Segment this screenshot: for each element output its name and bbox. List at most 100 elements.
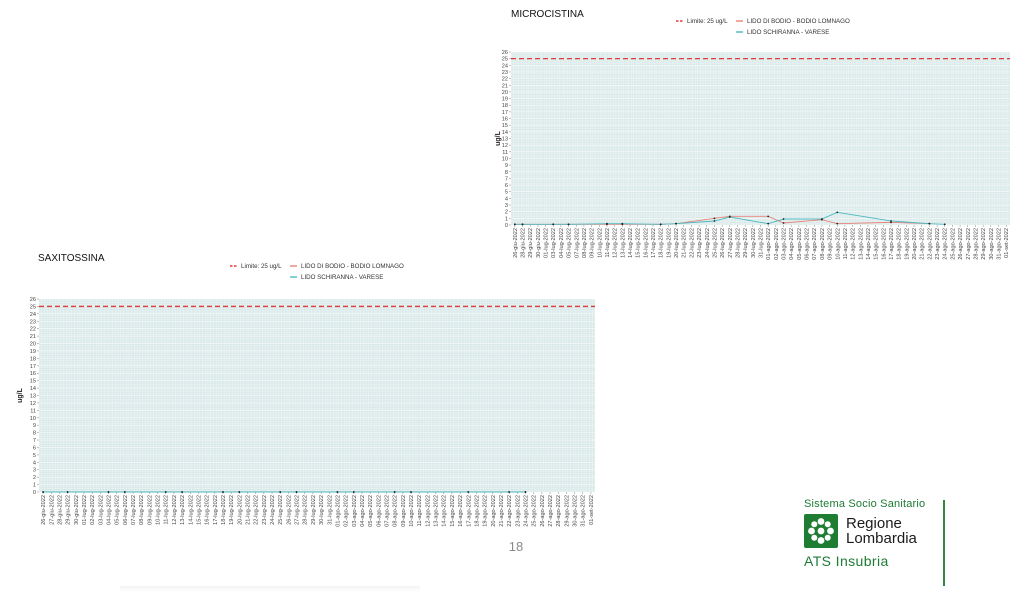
data-point: [713, 217, 716, 220]
chart-title: MICROCISTINA: [511, 9, 584, 20]
data-point: [123, 491, 126, 493]
legend-label-1: LIDO DI BODIO - BODIO LOMNAGO: [301, 263, 404, 270]
y-tick-label: 4: [33, 460, 36, 466]
x-tick-label: 18-ago-2022: [897, 228, 903, 260]
x-tick-label: 23-ago-2022: [935, 228, 941, 260]
x-tick-label: 11-lug-2022: [605, 228, 611, 257]
x-tick-label: 22-ago-2022: [927, 228, 933, 260]
data-point: [279, 491, 282, 493]
grid: [38, 298, 596, 493]
x-tick-label: 01-ago-2022: [766, 228, 772, 260]
x-tick-label: 22-lug-2022: [689, 228, 695, 258]
y-tick-label: 14: [502, 130, 508, 136]
x-tick-label: 20-ago-2022: [912, 228, 918, 260]
y-axis-label: ug/L: [17, 387, 24, 402]
data-point: [890, 220, 892, 222]
y-tick-label: 22: [502, 77, 508, 83]
legend-label-2: LIDO SCHIRANNA - VARESE: [301, 274, 383, 281]
x-tick-label: 28-ago-2022: [973, 228, 979, 260]
logo-regione-text: Regione: [846, 515, 902, 532]
y-tick-label: 0: [505, 223, 508, 229]
data-point: [836, 211, 839, 214]
legend: Limite: 25 ug/L LIDO DI BODIO - BODIO LOM…: [230, 263, 404, 281]
x-tick-label: 13-ago-2022: [858, 228, 864, 260]
y-tick-label: 18: [30, 356, 36, 362]
x-tick-label: 10-ago-2022: [835, 228, 841, 260]
data-point: [767, 222, 770, 225]
x-tick-label: 20-lug-2022: [674, 228, 680, 258]
x-tick-label: 03-lug-2022: [551, 228, 557, 258]
x-tick-label: 31-ago-2022: [581, 495, 587, 527]
x-tick-label: 15-ago-2022: [450, 495, 456, 527]
data-point: [943, 223, 946, 226]
x-tick-label: 14-lug-2022: [188, 495, 194, 525]
data-point: [728, 216, 731, 218]
x-tick-label: 20-lug-2022: [237, 495, 243, 525]
y-tick-label: 13: [502, 137, 508, 143]
x-tick-label: 29-ago-2022: [564, 495, 570, 527]
x-tick-label: 31-lug-2022: [327, 495, 333, 525]
x-tick-label: 26-giu-2022: [513, 228, 519, 258]
x-tick-label: 11-ago-2022: [843, 228, 849, 259]
regione-lombardia-logo: Sistema Socio Sanitario Regione Lombardi…: [800, 498, 948, 588]
x-tick-label: 01-ago-2022: [335, 495, 341, 527]
x-tick-label: 30-ago-2022: [989, 228, 995, 260]
x-tick-label: 06-ago-2022: [805, 228, 811, 260]
y-tick-label: 10: [502, 156, 508, 162]
y-tick-label: 18: [502, 103, 508, 109]
y-tick-label: 16: [502, 117, 508, 123]
x-tick-label: 28-lug-2022: [735, 228, 741, 258]
logo-sistema-text: Sistema Socio Sanitario: [804, 498, 926, 510]
x-tick-label: 27-giu-2022: [49, 495, 55, 525]
x-tick-label: 13-lug-2022: [620, 228, 626, 258]
x-tick-label: 21-lug-2022: [246, 495, 252, 525]
legend-label-0: Limite: 25 ug/L: [687, 18, 728, 25]
x-tick-label: 26-ago-2022: [540, 495, 546, 527]
y-tick-label: 9: [505, 163, 508, 169]
data-point: [107, 491, 110, 493]
x-tick-label: 04-lug-2022: [107, 495, 113, 525]
x-tick-label: 16-ago-2022: [881, 228, 887, 260]
y-tick-label: 10: [30, 416, 36, 422]
x-tick-label: 12-lug-2022: [613, 228, 619, 258]
data-point: [467, 491, 470, 493]
x-tick-label: 26-lug-2022: [720, 228, 726, 258]
x-tick-label: 06-lug-2022: [123, 495, 129, 525]
y-tick-label: 2: [33, 475, 36, 481]
x-tick-label: 26-lug-2022: [286, 495, 292, 525]
y-tick-label: 5: [33, 453, 36, 459]
data-point: [524, 491, 527, 493]
x-tick-label: 16-ago-2022: [458, 495, 464, 527]
data-point: [675, 222, 677, 225]
y-tick-label: 7: [505, 176, 508, 182]
y-tick-label: 25: [30, 304, 36, 310]
data-point: [659, 223, 662, 226]
data-point: [336, 491, 339, 493]
logo-divider: [943, 500, 945, 586]
y-tick-label: 1: [505, 216, 508, 222]
x-tick-label: 05-ago-2022: [368, 495, 374, 527]
x-tick-label: 02-ago-2022: [774, 228, 780, 260]
logo-lombardia-text: Lombardia: [846, 530, 917, 547]
x-axis-ticks: 26-giu-2022 28-giu-2022 29-giu-2022 30-giu-…: [513, 225, 1010, 260]
x-tick-label: 28-lug-2022: [303, 495, 309, 525]
data-point: [410, 491, 412, 493]
y-tick-label: 15: [30, 379, 36, 385]
x-tick-label: 17-lug-2022: [213, 495, 219, 525]
x-tick-label: 19-lug-2022: [666, 228, 672, 258]
x-tick-label: 31-ago-2022: [996, 228, 1002, 260]
x-tick-label: 07-ago-2022: [385, 495, 391, 527]
x-tick-label: 16-lug-2022: [643, 228, 649, 258]
y-tick-label: 11: [502, 150, 508, 156]
x-tick-label: 08-lug-2022: [582, 228, 588, 258]
x-tick-label: 11-ago-2022: [417, 495, 423, 526]
x-tick-label: 18-ago-2022: [474, 495, 480, 527]
x-tick-label: 10-lug-2022: [597, 228, 603, 258]
x-tick-label: 02-ago-2022: [344, 495, 350, 527]
x-tick-label: 01-set-2022: [589, 495, 595, 525]
legend-label-0: Limite: 25 ug/L: [241, 263, 282, 270]
data-point: [890, 221, 892, 224]
x-axis-ticks: 26-giu-2022 27-giu-2022 28-giu-2022 29-giu-…: [41, 492, 595, 527]
x-tick-label: 02-lug-2022: [90, 495, 96, 525]
x-tick-label: 14-lug-2022: [628, 228, 634, 258]
